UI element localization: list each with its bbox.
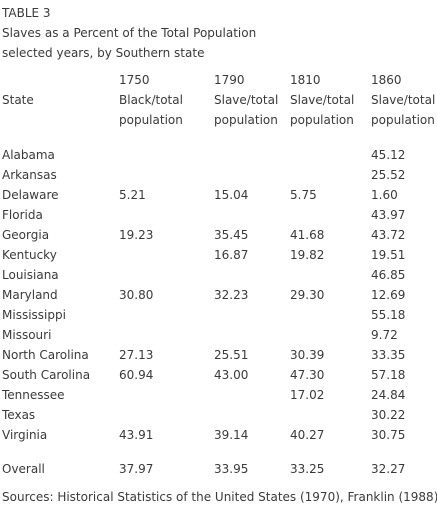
value-1810-cell: 47.30 <box>290 368 325 382</box>
state-cell: Florida <box>2 208 43 222</box>
header-year: 1810 <box>290 73 321 87</box>
value-1860-cell: 12.69 <box>371 288 406 302</box>
state-cell: Texas <box>2 408 36 422</box>
table-row: Virginia 43.91 39.14 40.27 30.75 <box>0 425 437 445</box>
value-1750-cell: 43.91 <box>119 428 154 442</box>
value-1810-cell: 19.82 <box>290 248 325 262</box>
state-cell: Mississippi <box>2 308 66 322</box>
header-year: 1860 <box>371 73 402 87</box>
table-row: Kentucky 16.87 19.82 19.51 <box>0 245 437 265</box>
overall-1810-cell: 33.25 <box>290 462 325 476</box>
value-1790-cell: 35.45 <box>214 228 249 242</box>
table-caption: TABLE 3 Slaves as a Percent of the Total… <box>2 3 256 63</box>
overall-row: Overall 37.97 33.95 33.25 32.27 <box>0 459 437 479</box>
state-cell: Tennessee <box>2 388 65 402</box>
table-row: Maryland 30.80 32.23 29.30 12.69 <box>0 285 437 305</box>
value-1860-cell: 9.72 <box>371 328 398 342</box>
table-subtitle: selected years, by Southern state <box>2 46 205 60</box>
table-row: Mississippi 55.18 <box>0 305 437 325</box>
header-state: State <box>2 90 34 110</box>
state-cell: Arkansas <box>2 168 57 182</box>
header-line1: Slave/total <box>371 93 436 107</box>
header-line1: Black/total <box>119 93 183 107</box>
header-line1: Slave/total <box>290 93 355 107</box>
source-note: Sources: Historical Statistics of the Un… <box>2 490 437 504</box>
value-1860-cell: 57.18 <box>371 368 406 382</box>
value-1860-cell: 46.85 <box>371 268 406 282</box>
value-1860-cell: 43.97 <box>371 208 406 222</box>
value-1810-cell: 40.27 <box>290 428 325 442</box>
table-row: Florida 43.97 <box>0 205 437 225</box>
state-cell: North Carolina <box>2 348 89 362</box>
header-line1: Slave/total <box>214 93 279 107</box>
overall-1750-cell: 37.97 <box>119 462 154 476</box>
header-year: 1790 <box>214 73 245 87</box>
value-1790-cell: 39.14 <box>214 428 249 442</box>
value-1860-cell: 33.35 <box>371 348 406 362</box>
value-1810-cell: 41.68 <box>290 228 325 242</box>
value-1750-cell: 19.23 <box>119 228 154 242</box>
value-1790-cell: 15.04 <box>214 188 249 202</box>
value-1860-cell: 45.12 <box>371 148 406 162</box>
state-cell: Alabama <box>2 148 55 162</box>
table-row: Tennessee 17.02 24.84 <box>0 385 437 405</box>
overall-1860-cell: 32.27 <box>371 462 406 476</box>
value-1860-cell: 30.75 <box>371 428 406 442</box>
table-row: Missouri 9.72 <box>0 325 437 345</box>
state-cell: Georgia <box>2 228 50 242</box>
table-row: Georgia 19.23 35.45 41.68 43.72 <box>0 225 437 245</box>
value-1860-cell: 1.60 <box>371 188 398 202</box>
state-cell: Kentucky <box>2 248 57 262</box>
value-1810-cell: 30.39 <box>290 348 325 362</box>
table-title: Slaves as a Percent of the Total Populat… <box>2 26 257 40</box>
value-1860-cell: 24.84 <box>371 388 406 402</box>
value-1860-cell: 55.18 <box>371 308 406 322</box>
header-col-1860: 1860 Slave/total population <box>371 70 435 130</box>
value-1810-cell: 5.75 <box>290 188 317 202</box>
value-1810-cell: 17.02 <box>290 388 325 402</box>
overall-label: Overall <box>2 462 45 476</box>
header-line2: population <box>119 113 183 127</box>
value-1790-cell: 43.00 <box>214 368 249 382</box>
value-1790-cell: 32.23 <box>214 288 249 302</box>
header-col-1790: 1790 Slave/total population <box>214 70 278 130</box>
state-cell: South Carolina <box>2 368 91 382</box>
header-col-1750: 1750 Black/total population <box>119 70 183 130</box>
value-1750-cell: 30.80 <box>119 288 154 302</box>
state-cell: Louisiana <box>2 268 59 282</box>
header-year: 1750 <box>119 73 150 87</box>
table-body: Alabama 45.12 Arkansas 25.52 Delaware 5.… <box>0 145 437 445</box>
header-col-1810: 1810 Slave/total population <box>290 70 354 130</box>
header-line2: population <box>214 113 278 127</box>
value-1790-cell: 16.87 <box>214 248 249 262</box>
value-1810-cell: 29.30 <box>290 288 325 302</box>
value-1790-cell: 25.51 <box>214 348 249 362</box>
value-1750-cell: 27.13 <box>119 348 154 362</box>
table-row: South Carolina 60.94 43.00 47.30 57.18 <box>0 365 437 385</box>
table-row: Alabama 45.12 <box>0 145 437 165</box>
header-line2: population <box>371 113 435 127</box>
table-row: Texas 30.22 <box>0 405 437 425</box>
state-cell: Maryland <box>2 288 58 302</box>
header-state-label: State <box>2 93 34 107</box>
table-row: North Carolina 27.13 25.51 30.39 33.35 <box>0 345 437 365</box>
state-cell: Virginia <box>2 428 48 442</box>
state-cell: Missouri <box>2 328 52 342</box>
state-cell: Delaware <box>2 188 59 202</box>
value-1860-cell: 43.72 <box>371 228 406 242</box>
table-row: Arkansas 25.52 <box>0 165 437 185</box>
header-line2: population <box>290 113 354 127</box>
value-1750-cell: 5.21 <box>119 188 146 202</box>
table-row: Louisiana 46.85 <box>0 265 437 285</box>
value-1860-cell: 30.22 <box>371 408 406 422</box>
value-1750-cell: 60.94 <box>119 368 154 382</box>
table-row: Delaware 5.21 15.04 5.75 1.60 <box>0 185 437 205</box>
value-1860-cell: 19.51 <box>371 248 406 262</box>
overall-1790-cell: 33.95 <box>214 462 249 476</box>
value-1860-cell: 25.52 <box>371 168 406 182</box>
table-label: TABLE 3 <box>2 6 51 20</box>
